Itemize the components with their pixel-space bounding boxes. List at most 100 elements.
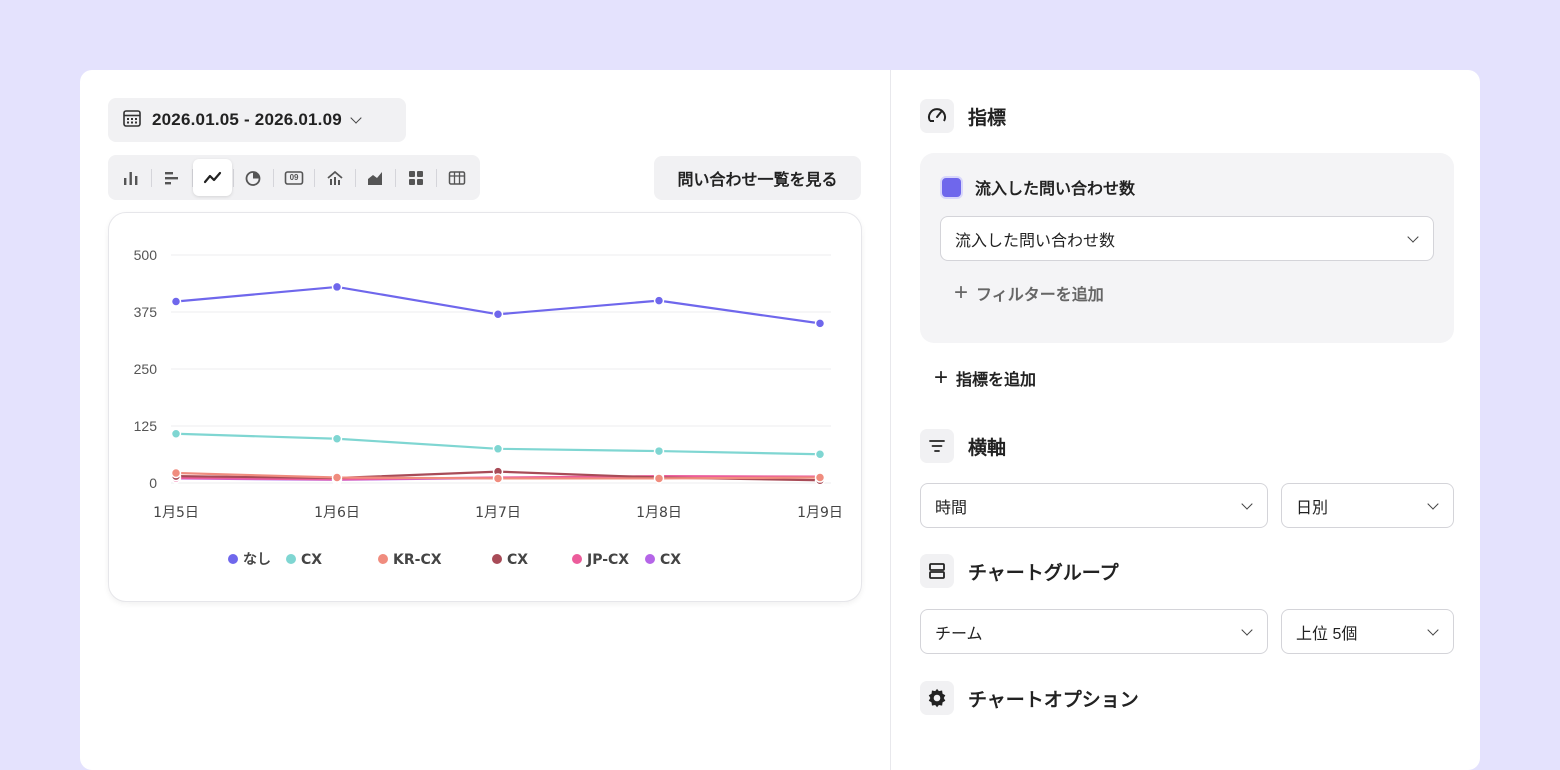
funnel-chart-icon (327, 170, 343, 185)
toolbar-separator (435, 168, 437, 187)
data-point (653, 473, 665, 484)
chart-options-section-header: チャートオプション (920, 681, 1139, 715)
data-point (814, 472, 826, 483)
legend-label: なし (243, 552, 271, 568)
legend-marker (492, 554, 502, 564)
x-axis-granularity-value: 日別 (1296, 499, 1329, 517)
chevron-down-icon (1427, 623, 1439, 636)
pie-chart-button[interactable] (234, 159, 273, 196)
add-filter-label: フィルターを追加 (976, 287, 1104, 304)
x-axis-dimension-select[interactable]: 時間 (920, 483, 1268, 528)
toolbar-separator (313, 168, 315, 187)
toolbar-separator (151, 168, 153, 187)
metric-select[interactable]: 流入した問い合わせ数 (940, 216, 1434, 261)
number-icon (284, 170, 304, 185)
data-point (331, 281, 343, 293)
grid-icon (409, 170, 424, 185)
x-tick-label: 1月5日 (153, 505, 199, 521)
data-point (653, 295, 665, 306)
x-tick-label: 1月9日 (797, 505, 843, 521)
bar-chart-button[interactable] (112, 159, 151, 196)
chart-group-limit-value: 上位 5個 (1296, 625, 1358, 643)
y-tick-label: 250 (134, 361, 158, 377)
metric-gauge-icon (920, 99, 954, 133)
legend-marker (645, 554, 655, 564)
date-range-label: 2026.01.05 - 2026.01.09 (152, 110, 342, 129)
x-axis-granularity-select[interactable]: 日別 (1281, 483, 1454, 528)
metric-card: 流入した問い合わせ数 流入した問い合わせ数 + フィルターを追加 (920, 153, 1454, 343)
area-chart-icon (368, 171, 383, 185)
data-point (170, 296, 182, 307)
data-point (492, 473, 504, 484)
data-point (170, 428, 182, 440)
line-chart-icon (203, 171, 221, 183)
chart-group-dimension-select[interactable]: チーム (920, 609, 1268, 654)
metric-name-label: 流入した問い合わせ数 (975, 181, 1136, 198)
filter-lines-icon (920, 429, 954, 463)
number-icon-label: 09 (289, 173, 299, 182)
y-tick-label: 125 (134, 418, 158, 434)
x-tick-label: 1月7日 (475, 505, 521, 521)
data-point (492, 309, 504, 320)
y-tick-label: 0 (149, 475, 157, 491)
x-axis-section-title: 横軸 (968, 437, 1007, 459)
data-point (814, 318, 826, 329)
horizontal-bar-chart-button[interactable] (153, 159, 192, 196)
view-inquiries-button[interactable]: 問い合わせ一覧を見る (654, 156, 861, 200)
toolbar-separator (273, 168, 275, 187)
toolbar-separator (232, 168, 234, 187)
funnel-chart-button[interactable] (315, 159, 354, 196)
group-icon (920, 554, 954, 588)
date-range-button[interactable]: 2026.01.05 - 2026.01.09 (108, 98, 406, 142)
data-point (814, 449, 826, 460)
horizontal-bar-chart-icon (165, 171, 179, 184)
metrics-section-title: 指標 (968, 107, 1007, 129)
legend-marker (286, 554, 296, 564)
data-point (653, 445, 665, 457)
grid-chart-button[interactable] (397, 159, 436, 196)
legend-marker (378, 554, 388, 564)
data-point (331, 433, 343, 445)
chevron-down-icon (1427, 497, 1439, 510)
metric-select-value: 流入した問い合わせ数 (955, 232, 1116, 250)
x-axis-section-header: 横軸 (920, 429, 1006, 463)
add-filter-button[interactable]: + フィルターを追加 (954, 281, 1104, 305)
legend-marker (228, 554, 238, 564)
chart-group-limit-select[interactable]: 上位 5個 (1281, 609, 1454, 654)
metric-name-row: 流入した問い合わせ数 (940, 175, 1135, 199)
area-chart-button[interactable] (356, 159, 395, 196)
add-metric-label: 指標を追加 (956, 372, 1037, 389)
legend-label: KR-CX (393, 552, 442, 568)
plus-icon: + (954, 279, 969, 306)
bar-chart-icon (124, 171, 138, 185)
chart-type-toolbar: 09 (108, 155, 480, 200)
legend-label: JP-CX (586, 552, 629, 568)
x-tick-label: 1月8日 (636, 505, 682, 521)
line-chart-card: 500 375 250 125 0 1月5日 1月6日 1月7日 1月8日 1月9日 なし CX KR-… (108, 212, 862, 602)
panel-divider (890, 70, 891, 770)
chevron-down-icon (1407, 230, 1419, 243)
report-panel: 2026.01.05 - 2026.01.09 09 (80, 70, 1480, 770)
pie-chart-icon (245, 170, 261, 186)
table-icon (448, 170, 465, 185)
chevron-down-icon (1241, 623, 1253, 636)
y-tick-label: 500 (134, 247, 158, 263)
chart-options-section-title: チャートオプション (968, 689, 1139, 711)
legend-label: CX (301, 552, 322, 568)
data-point (492, 443, 504, 455)
metric-color-swatch[interactable] (940, 175, 963, 199)
number-chart-button[interactable]: 09 (275, 159, 314, 196)
data-point (170, 467, 182, 479)
add-metric-button[interactable]: + 指標を追加 (934, 366, 1036, 390)
line-chart-button[interactable] (193, 159, 233, 196)
legend-marker (572, 554, 582, 564)
plus-icon: + (934, 364, 949, 391)
toolbar-separator (354, 168, 356, 187)
x-tick-label: 1月6日 (314, 505, 360, 521)
chart-group-section-header: チャートグループ (920, 554, 1119, 588)
data-point (331, 472, 343, 483)
toolbar-separator (395, 168, 397, 187)
table-chart-button[interactable] (437, 159, 476, 196)
toolbar-separator (191, 168, 193, 187)
